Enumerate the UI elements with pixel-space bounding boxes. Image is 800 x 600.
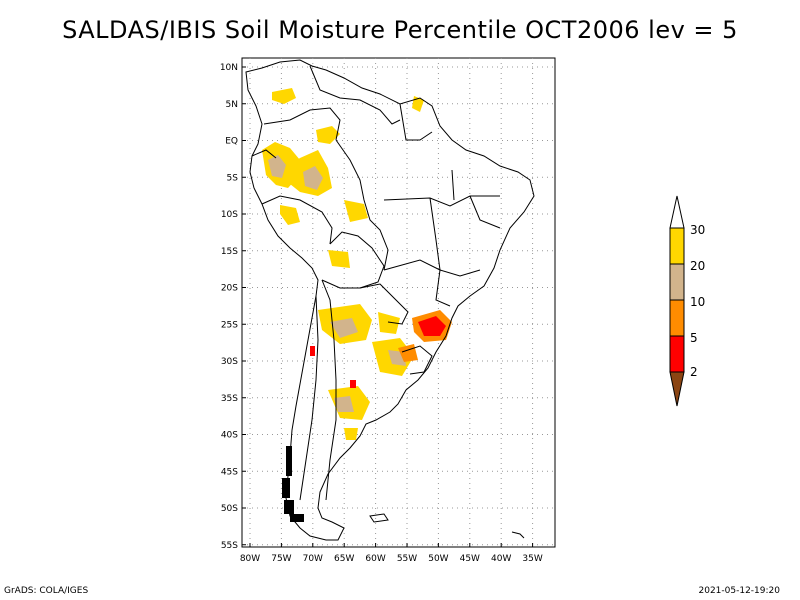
lat-tick-label: 10N xyxy=(220,63,238,73)
shade-yellow-colombia xyxy=(272,88,296,104)
lon-tick-label: 50W xyxy=(428,554,448,564)
lon-tick-label: 75W xyxy=(271,554,291,564)
border-guianas xyxy=(399,103,433,141)
shade-tan-argentina xyxy=(330,318,358,338)
shade-red-chile xyxy=(310,346,315,356)
colorbar-label-10: 10 xyxy=(690,295,705,309)
lat-tick-label: 10S xyxy=(221,210,238,220)
lat-tick-label: 50S xyxy=(221,504,238,514)
lat-tick-label: 30S xyxy=(221,357,238,367)
lon-tick-label: 80W xyxy=(240,554,260,564)
colorbar-label-5: 5 xyxy=(690,331,698,345)
lat-tick-label: 55S xyxy=(221,541,238,551)
shade-red-argentina xyxy=(350,380,356,388)
border-uruguay xyxy=(401,345,433,375)
lat-tick-label: 15S xyxy=(221,247,238,257)
border-brazil-west xyxy=(335,139,389,271)
lat-tick-label: 45S xyxy=(221,467,238,477)
colorbar-orange xyxy=(669,299,685,337)
border-argentina xyxy=(321,279,337,501)
lon-tick-label: 70W xyxy=(303,554,323,564)
shade-tan-patagonia xyxy=(334,396,354,412)
longitude-labels: 80W 75W 70W 65W 60W 55W 50W 45W 40W 35W xyxy=(240,554,543,564)
lat-tick-label: EQ xyxy=(225,137,238,147)
latitude-labels: 10N 5N EQ 5S 10S 15S 20S 25S 30S 35S 40S 45S 50S 55S xyxy=(220,63,238,551)
lat-tick-label: 40S xyxy=(221,431,238,441)
lat-tick-label: 5S xyxy=(227,173,239,183)
lon-tick-label: 40W xyxy=(491,554,511,564)
shade-tan-brazil-west xyxy=(303,166,323,190)
colorbar-label-30: 30 xyxy=(690,223,705,237)
chile-fjords xyxy=(282,446,304,522)
lon-tick-label: 55W xyxy=(397,554,417,564)
colorbar-label-2: 2 xyxy=(690,365,698,379)
border-colombia xyxy=(263,107,341,141)
island-south xyxy=(511,531,525,539)
footer-credit: GrADS: COLA/IGES xyxy=(4,586,89,596)
gridlines xyxy=(242,58,555,547)
brazil-states xyxy=(383,169,501,307)
colorbar-yellow xyxy=(669,227,685,265)
colorbar-label-20: 20 xyxy=(690,259,705,273)
lat-tick-label: 25S xyxy=(221,320,238,330)
border-bolivia xyxy=(321,231,385,289)
lon-tick-label: 45W xyxy=(460,554,480,564)
shade-yellow-bolivia xyxy=(328,250,350,268)
border-ecuador xyxy=(251,149,277,159)
shade-red-southbrazil xyxy=(418,316,446,336)
shade-yellow-peru xyxy=(280,205,300,225)
shade-yellow-mato-grosso xyxy=(344,200,368,222)
lat-tick-label: 5N xyxy=(226,100,238,110)
shade-tan-amazon xyxy=(268,155,286,178)
map-title: SALDAS/IBIS Soil Moisture Percentile OCT… xyxy=(62,16,738,44)
border-paraguay xyxy=(359,283,409,325)
colorbar: 30 20 10 5 2 xyxy=(669,195,705,407)
colorbar-red xyxy=(669,335,685,373)
lat-tick-label: 35S xyxy=(221,394,238,404)
border-chile xyxy=(299,295,319,501)
plot-frame xyxy=(241,57,556,548)
shade-yellow-parana xyxy=(378,312,400,334)
footer-timestamp: 2021-05-12-19:20 xyxy=(698,586,781,596)
border-peru xyxy=(261,195,333,245)
lon-tick-label: 65W xyxy=(334,554,354,564)
coastlines xyxy=(245,59,535,541)
border-venezuela xyxy=(309,65,401,125)
island-falklands xyxy=(369,513,389,523)
lat-tick-label: 20S xyxy=(221,284,238,294)
shade-yellow-south xyxy=(344,428,358,440)
lon-tick-label: 60W xyxy=(365,554,385,564)
colorbar-bottom-arrow xyxy=(669,371,685,407)
colorbar-top-arrow xyxy=(669,195,685,229)
colorbar-tan xyxy=(669,263,685,301)
percentile-shading xyxy=(262,88,452,440)
shade-yellow-rio-negro xyxy=(316,126,340,144)
south-america-outline xyxy=(245,59,535,541)
lon-tick-label: 35W xyxy=(522,554,542,564)
